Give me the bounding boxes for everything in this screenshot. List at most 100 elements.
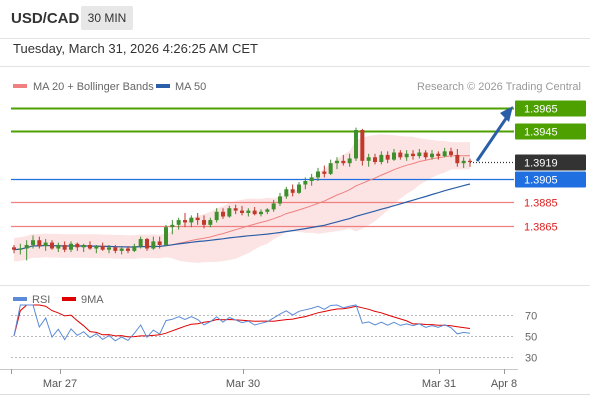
- candle-body: [411, 153, 415, 157]
- candle-body: [75, 243, 80, 248]
- candle-body: [107, 247, 111, 250]
- candle-body: [43, 242, 48, 247]
- level-tag-current: [515, 154, 586, 171]
- candle-body: [18, 248, 23, 250]
- candle: [145, 237, 149, 251]
- candle: [411, 150, 415, 160]
- x-tick-label: Mar 30: [226, 378, 260, 390]
- projection-arrow-line: [475, 116, 509, 162]
- candle: [176, 217, 181, 230]
- candle: [290, 184, 295, 197]
- candle-body: [373, 157, 377, 163]
- candle: [240, 205, 244, 216]
- projection: [475, 106, 513, 162]
- candle: [183, 212, 187, 228]
- timeframe-button[interactable]: 30 MIN: [81, 6, 133, 30]
- candle-body: [176, 220, 181, 225]
- rsi-level-label: 70: [525, 311, 537, 323]
- legend-rsi-ma-label: 9MA: [81, 294, 104, 306]
- candle: [335, 157, 339, 170]
- candle-body: [442, 151, 447, 157]
- candle-body: [208, 220, 213, 225]
- candle-body: [233, 208, 238, 211]
- candle-body: [151, 241, 156, 249]
- candle-body: [290, 189, 295, 193]
- level-label-resistance: 1.3945: [524, 127, 558, 139]
- legend-ma50-swatch: [156, 84, 170, 88]
- candle-body: [322, 171, 327, 174]
- rsi-line: [13, 304, 471, 342]
- candle: [436, 151, 441, 160]
- projection-arrow-head: [500, 106, 513, 122]
- candle-body: [417, 152, 422, 157]
- price-levels: 1.3965 1.3945 1.3919 1.3905 1.3885 1.3865: [11, 100, 586, 234]
- candle-body: [309, 177, 314, 181]
- candle-body: [246, 210, 251, 213]
- candle-body: [297, 184, 301, 193]
- candle: [227, 205, 232, 218]
- candle-body: [37, 240, 42, 247]
- candle: [328, 159, 333, 176]
- x-tick-label: Mar 27: [43, 378, 77, 390]
- legend-bb-label: MA 20 + Bollinger Bands: [33, 81, 154, 93]
- candle: [252, 207, 257, 216]
- candle: [56, 242, 61, 253]
- level-tag-pivot: [515, 171, 586, 188]
- candle-body: [354, 130, 358, 159]
- legend-ma50: MA 50: [156, 81, 206, 93]
- candle: [62, 241, 67, 253]
- candle: [195, 212, 200, 225]
- candle-body: [119, 248, 124, 251]
- candle: [284, 186, 289, 199]
- candle-body: [278, 196, 282, 204]
- candle: [107, 244, 111, 254]
- candle-body: [284, 189, 289, 197]
- candle: [322, 165, 327, 178]
- candle: [75, 242, 80, 251]
- candle: [189, 215, 194, 228]
- candle: [392, 148, 396, 161]
- candle-body: [423, 152, 428, 158]
- level-label-pivot: 1.3905: [524, 175, 558, 187]
- candle-body: [145, 239, 149, 249]
- candlesticks: [12, 127, 472, 261]
- candle: [373, 153, 377, 165]
- symbol-title: USD/CAD: [11, 10, 80, 27]
- candle-body: [202, 220, 206, 225]
- candle: [138, 236, 143, 249]
- candle-body: [252, 210, 257, 215]
- candle-body: [227, 208, 232, 217]
- bollinger-bands: [14, 134, 470, 263]
- candle: [430, 150, 434, 160]
- candle: [341, 154, 346, 166]
- candle: [157, 236, 162, 249]
- candle: [81, 243, 86, 253]
- candle-body: [138, 239, 143, 247]
- candle: [69, 241, 73, 253]
- legend-rsi-swatch: [13, 297, 27, 301]
- candle-body: [189, 217, 194, 223]
- candle-body: [461, 160, 466, 164]
- candle-body: [404, 153, 409, 158]
- candle-body: [316, 171, 320, 178]
- candle-body: [455, 154, 460, 164]
- legend-bb: MA 20 + Bollinger Bands: [13, 81, 154, 93]
- candle: [398, 150, 403, 160]
- candle-body: [335, 160, 339, 164]
- candle-body: [468, 160, 472, 163]
- candle-body: [303, 180, 308, 185]
- candle-body: [24, 244, 29, 249]
- candle: [119, 246, 124, 255]
- candle-body: [195, 217, 200, 221]
- chart-header: USD/CAD 30 MIN: [0, 0, 590, 38]
- x-tick-label: Apr 8: [491, 378, 517, 390]
- candle-body: [126, 248, 130, 251]
- copyright-text: Research © 2026 Trading Central: [417, 81, 581, 93]
- candle-body: [328, 163, 333, 174]
- candle: [449, 147, 453, 158]
- candle: [126, 246, 130, 254]
- candle-body: [271, 203, 276, 210]
- level-label-support: 1.3865: [524, 222, 558, 234]
- candle-body: [170, 224, 175, 228]
- candle: [385, 151, 390, 164]
